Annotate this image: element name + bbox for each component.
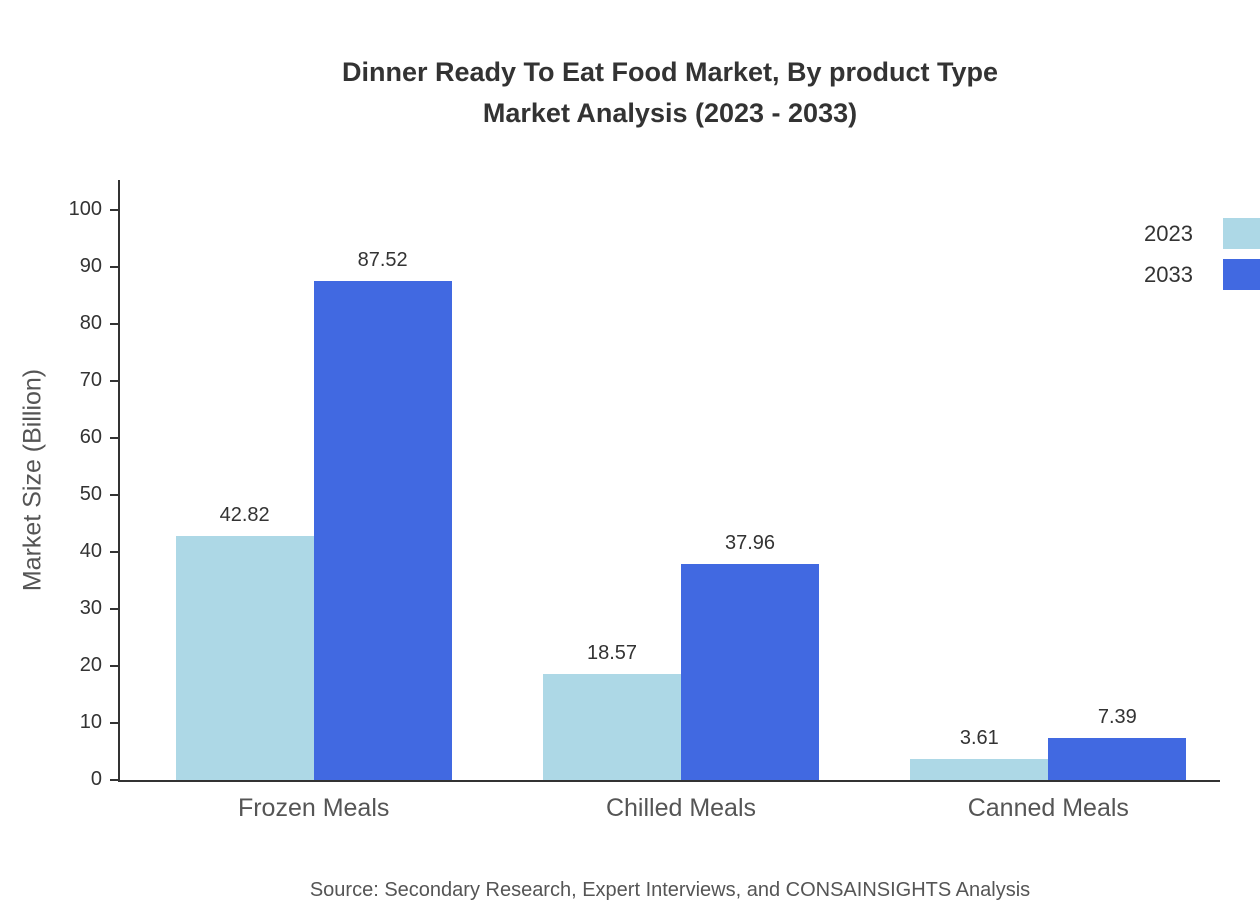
bar-2033 bbox=[681, 563, 819, 780]
y-tick-label: 40 bbox=[79, 540, 102, 562]
chart-title-line1: Dinner Ready To Eat Food Market, By prod… bbox=[341, 57, 999, 87]
y-tick-label: 30 bbox=[79, 597, 102, 619]
y-axis-line bbox=[118, 180, 120, 782]
bar-2023 bbox=[543, 674, 681, 780]
y-tick-mark bbox=[110, 551, 118, 553]
legend-label: 2023 bbox=[1144, 220, 1193, 246]
y-tick-mark bbox=[110, 722, 118, 724]
y-tick-label: 60 bbox=[79, 426, 102, 448]
y-tick-label: 80 bbox=[79, 312, 102, 334]
legend-label: 2033 bbox=[1144, 261, 1193, 287]
legend-item: 2033 bbox=[1144, 259, 1260, 290]
bar-value-label: 18.57 bbox=[586, 642, 638, 665]
y-tick-mark bbox=[110, 266, 118, 268]
y-tick-label: 100 bbox=[68, 198, 102, 220]
bar-2023 bbox=[910, 759, 1049, 780]
chart-title: Dinner Ready To Eat Food Market, By prod… bbox=[0, 52, 1260, 134]
y-tick-mark bbox=[110, 665, 118, 667]
y-tick-label: 50 bbox=[79, 483, 102, 505]
y-tick-label: 90 bbox=[79, 255, 102, 277]
bar-value-label: 3.61 bbox=[959, 727, 999, 750]
y-tick-mark bbox=[110, 608, 118, 610]
bar-value-label: 42.82 bbox=[219, 503, 270, 526]
bar-2033 bbox=[1048, 737, 1187, 780]
y-tick-mark bbox=[110, 380, 118, 382]
y-tick-label: 70 bbox=[79, 369, 102, 391]
x-category-label: Chilled Meals bbox=[605, 794, 757, 822]
y-tick-mark bbox=[110, 323, 118, 325]
y-tick-label: 20 bbox=[79, 654, 102, 676]
bar-value-label: 37.96 bbox=[724, 531, 776, 554]
x-category-label: Frozen Meals bbox=[237, 794, 390, 822]
bar-value-label: 87.52 bbox=[357, 249, 408, 272]
y-tick-label: 0 bbox=[90, 768, 102, 790]
y-tick-mark bbox=[110, 437, 118, 439]
source-note: Source: Secondary Research, Expert Inter… bbox=[309, 879, 1031, 901]
y-tick-label: 10 bbox=[79, 711, 102, 733]
bar-2033 bbox=[313, 281, 452, 780]
bar-value-label: 7.39 bbox=[1097, 705, 1137, 728]
x-axis-line bbox=[118, 780, 1220, 782]
y-tick-mark bbox=[110, 494, 118, 496]
x-category-label: Canned Meals bbox=[967, 794, 1129, 822]
y-tick-mark bbox=[110, 779, 118, 781]
legend: 2023 2033 bbox=[1144, 218, 1260, 290]
legend-swatch bbox=[1223, 259, 1260, 290]
y-tick-mark bbox=[110, 209, 118, 211]
legend-item: 2023 bbox=[1144, 218, 1260, 249]
bar-2023 bbox=[175, 535, 314, 780]
chart-title-line2: Market Analysis (2023 - 2033) bbox=[482, 98, 858, 128]
legend-swatch bbox=[1223, 218, 1260, 249]
